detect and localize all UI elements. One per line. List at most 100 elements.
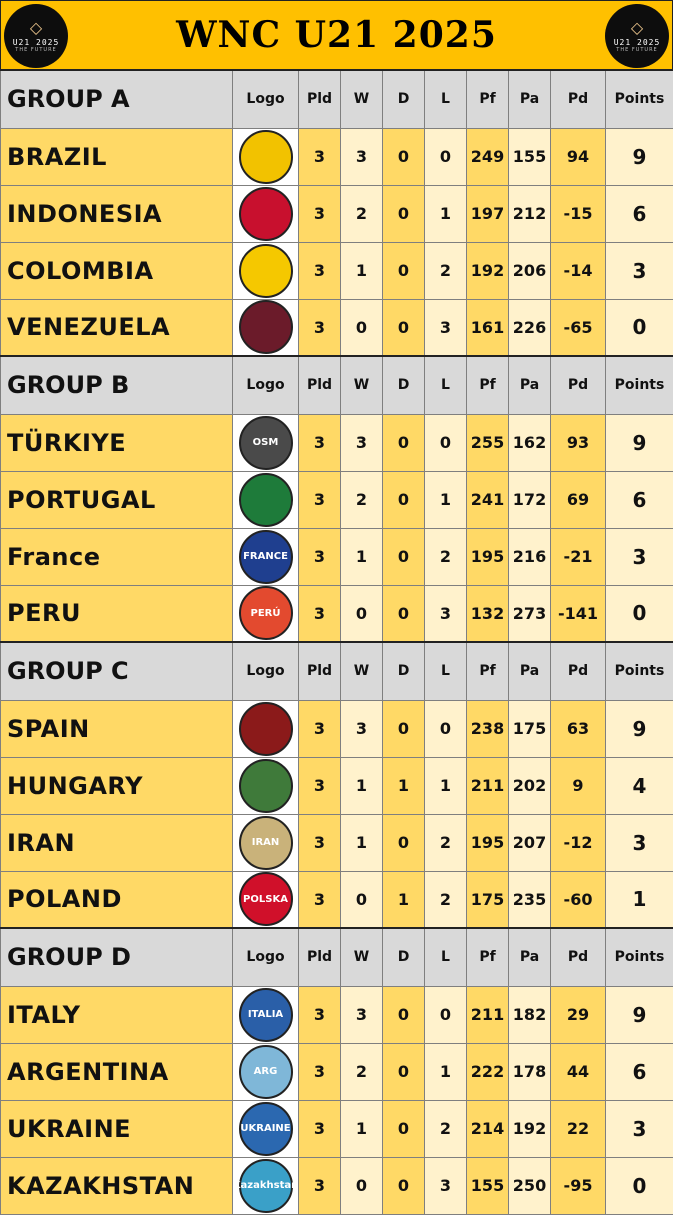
points-against-cell: 182	[508, 985, 551, 1044]
column-header: Logo	[232, 355, 299, 415]
team-crest-icon: IRAN	[238, 815, 293, 870]
points-against-cell: 162	[508, 413, 551, 472]
team-crest-icon: FRANCE	[238, 529, 293, 584]
team-crest-icon	[238, 300, 293, 355]
column-header: D	[382, 355, 425, 415]
column-header: Points	[605, 927, 673, 987]
standings-table: GROUP A Logo Pld W D L Pf Pa Pd Points BRAZIL 3 3 0 0 2…	[0, 69, 673, 1215]
played-cell: 3	[298, 470, 341, 529]
team-name: ITALY	[0, 985, 233, 1044]
played-cell: 3	[298, 699, 341, 758]
point-diff-cell: 93	[550, 413, 606, 472]
point-diff-cell: 69	[550, 470, 606, 529]
points-against-cell: 175	[508, 699, 551, 758]
played-cell: 3	[298, 298, 341, 357]
wins-cell: 3	[340, 127, 383, 186]
wins-cell: 2	[340, 470, 383, 529]
losses-cell: 3	[424, 1156, 467, 1215]
points-against-cell: 172	[508, 470, 551, 529]
points-for-cell: 255	[466, 413, 509, 472]
team-logo-cell: Kazakhstan	[232, 1156, 299, 1215]
points-cell: 3	[605, 527, 673, 586]
column-header: Logo	[232, 927, 299, 987]
team-row: ITALY ITALIA 3 3 0 0 211 182 29 9	[0, 985, 673, 1044]
points-for-cell: 222	[466, 1042, 509, 1101]
team-name: BRAZIL	[0, 127, 233, 186]
team-name: ARGENTINA	[0, 1042, 233, 1101]
page-title: WNC U21 2025	[176, 14, 497, 56]
crest-text: OSM	[252, 437, 279, 448]
draws-cell: 1	[382, 756, 425, 815]
column-header: Pa	[508, 641, 551, 701]
points-against-cell: 273	[508, 584, 551, 643]
group-header-row: GROUP D Logo Pld W D L Pf Pa Pd Points	[0, 927, 673, 987]
point-diff-cell: -12	[550, 813, 606, 872]
team-logo-cell	[232, 470, 299, 529]
column-header: Points	[605, 69, 673, 129]
point-diff-cell: -141	[550, 584, 606, 643]
played-cell: 3	[298, 985, 341, 1044]
team-row: France FRANCE 3 1 0 2 195 216 -21 3	[0, 527, 673, 586]
points-against-cell: 202	[508, 756, 551, 815]
losses-cell: 2	[424, 241, 467, 300]
team-name: HUNGARY	[0, 756, 233, 815]
column-header: L	[424, 355, 467, 415]
points-against-cell: 178	[508, 1042, 551, 1101]
emblem-subtext: THE FUTURE	[616, 46, 658, 53]
played-cell: 3	[298, 1156, 341, 1215]
column-header: W	[340, 641, 383, 701]
losses-cell: 3	[424, 298, 467, 357]
team-crest-icon	[238, 472, 293, 527]
wins-cell: 1	[340, 756, 383, 815]
team-row: PERU PERÚ 3 0 0 3 132 273 -141 0	[0, 584, 673, 643]
wins-cell: 3	[340, 699, 383, 758]
team-crest-icon: ITALIA	[238, 987, 293, 1042]
group-name: GROUP A	[0, 69, 233, 129]
losses-cell: 1	[424, 1042, 467, 1101]
team-name: PORTUGAL	[0, 470, 233, 529]
draws-cell: 0	[382, 298, 425, 357]
team-logo-cell	[232, 756, 299, 815]
group-header-row: GROUP C Logo Pld W D L Pf Pa Pd Points	[0, 641, 673, 701]
wins-cell: 1	[340, 241, 383, 300]
points-for-cell: 195	[466, 813, 509, 872]
wins-cell: 0	[340, 298, 383, 357]
played-cell: 3	[298, 756, 341, 815]
team-row: TÜRKIYE OSM 3 3 0 0 255 162 93 9	[0, 413, 673, 472]
team-logo-cell: IRAN	[232, 813, 299, 872]
team-name: INDONESIA	[0, 184, 233, 243]
crest-text: FRANCE	[243, 551, 288, 562]
column-header: Pf	[466, 355, 509, 415]
emblem-subtext: THE FUTURE	[15, 46, 57, 53]
points-against-cell: 192	[508, 1099, 551, 1158]
column-header: D	[382, 641, 425, 701]
column-header: Pld	[298, 641, 341, 701]
column-header: Pld	[298, 69, 341, 129]
points-for-cell: 192	[466, 241, 509, 300]
draws-cell: 0	[382, 1042, 425, 1101]
crest-text: ITALIA	[247, 1009, 284, 1020]
points-for-cell: 241	[466, 470, 509, 529]
points-for-cell: 132	[466, 584, 509, 643]
crest-text: Kazakhstan	[232, 1180, 299, 1191]
draws-cell: 0	[382, 184, 425, 243]
points-for-cell: 211	[466, 756, 509, 815]
column-header: Pf	[466, 69, 509, 129]
group-name: GROUP C	[0, 641, 233, 701]
wins-cell: 0	[340, 584, 383, 643]
points-against-cell: 207	[508, 813, 551, 872]
wins-cell: 0	[340, 1156, 383, 1215]
column-header: L	[424, 927, 467, 987]
crest-text: POLSKA	[243, 893, 288, 905]
point-diff-cell: -14	[550, 241, 606, 300]
team-name: TÜRKIYE	[0, 413, 233, 472]
team-row: KAZAKHSTAN Kazakhstan 3 0 0 3 155 250 -95 0	[0, 1156, 673, 1215]
team-name: COLOMBIA	[0, 241, 233, 300]
team-row: IRAN IRAN 3 1 0 2 195 207 -12 3	[0, 813, 673, 872]
played-cell: 3	[298, 1099, 341, 1158]
losses-cell: 2	[424, 1099, 467, 1158]
team-crest-icon: POLSKA	[238, 872, 293, 927]
point-diff-cell: -15	[550, 184, 606, 243]
point-diff-cell: -95	[550, 1156, 606, 1215]
played-cell: 3	[298, 413, 341, 472]
